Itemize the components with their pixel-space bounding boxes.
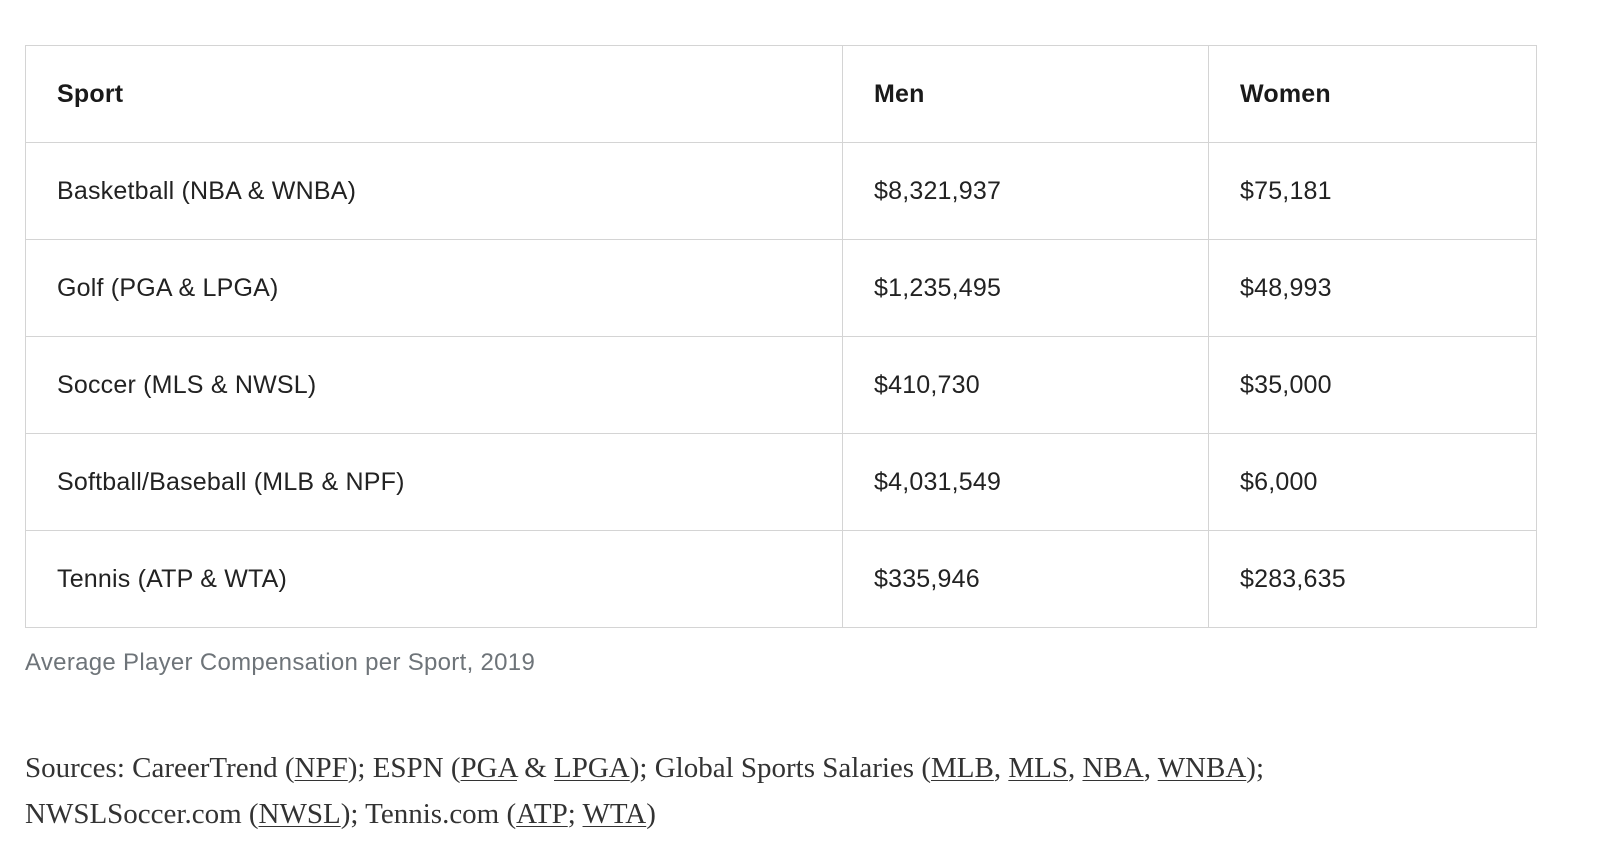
header-women: Women	[1208, 45, 1537, 143]
table-header-row: Sport Men Women	[25, 45, 1537, 143]
compensation-table: Sport Men Women Basketball (NBA & WNBA) …	[25, 45, 1537, 628]
sources-text: ;	[567, 798, 583, 830]
source-link-npf[interactable]: NPF	[294, 752, 348, 784]
sources-text: ); ESPN (	[347, 752, 461, 784]
source-link-mls[interactable]: MLS	[1008, 752, 1068, 784]
sources-text: ); Global Sports Salaries (	[629, 752, 931, 784]
cell-men: $8,321,937	[842, 142, 1209, 240]
sources-paragraph: Sources: CareerTrend (NPF); ESPN (PGA & …	[25, 745, 1565, 837]
sources-text: ,	[1143, 752, 1158, 784]
table-row: Tennis (ATP & WTA) $335,946 $283,635	[25, 530, 1537, 628]
cell-women: $283,635	[1208, 530, 1537, 628]
header-sport: Sport	[25, 45, 843, 143]
table-caption: Average Player Compensation per Sport, 2…	[25, 649, 536, 676]
sources-text: ); Tennis.com (	[340, 798, 517, 830]
table-row: Soccer (MLS & NWSL) $410,730 $35,000	[25, 336, 1537, 434]
sources-text: )	[646, 798, 656, 830]
cell-women: $35,000	[1208, 336, 1537, 434]
table-row: Softball/Baseball (MLB & NPF) $4,031,549…	[25, 433, 1537, 531]
source-link-lpga[interactable]: LPGA	[554, 752, 630, 784]
header-men: Men	[842, 45, 1209, 143]
source-link-mlb[interactable]: MLB	[930, 752, 994, 784]
sources-text: ,	[993, 752, 1009, 784]
cell-sport: Basketball (NBA & WNBA)	[25, 142, 843, 240]
cell-sport: Tennis (ATP & WTA)	[25, 530, 843, 628]
table-row: Basketball (NBA & WNBA) $8,321,937 $75,1…	[25, 142, 1537, 240]
sources-text: &	[516, 752, 555, 784]
cell-men: $1,235,495	[842, 239, 1209, 337]
source-link-wta[interactable]: WTA	[582, 798, 647, 830]
cell-women: $6,000	[1208, 433, 1537, 531]
source-link-atp[interactable]: ATP	[516, 798, 568, 830]
cell-sport: Softball/Baseball (MLB & NPF)	[25, 433, 843, 531]
compensation-table-container: Sport Men Women Basketball (NBA & WNBA) …	[25, 45, 1537, 628]
table-row: Golf (PGA & LPGA) $1,235,495 $48,993	[25, 239, 1537, 337]
cell-sport: Soccer (MLS & NWSL)	[25, 336, 843, 434]
source-link-nwsl[interactable]: NWSL	[258, 798, 341, 830]
cell-men: $4,031,549	[842, 433, 1209, 531]
cell-women: $48,993	[1208, 239, 1537, 337]
cell-sport: Golf (PGA & LPGA)	[25, 239, 843, 337]
sources-text: Sources: CareerTrend (	[25, 752, 295, 784]
cell-women: $75,181	[1208, 142, 1537, 240]
cell-men: $335,946	[842, 530, 1209, 628]
source-link-wnba[interactable]: WNBA	[1157, 752, 1247, 784]
sources-text: );	[1246, 752, 1265, 784]
sources-text: NWSLSoccer.com (	[25, 798, 259, 830]
cell-men: $410,730	[842, 336, 1209, 434]
source-link-pga[interactable]: PGA	[460, 752, 517, 784]
source-link-nba[interactable]: NBA	[1082, 752, 1144, 784]
sources-text: ,	[1067, 752, 1083, 784]
